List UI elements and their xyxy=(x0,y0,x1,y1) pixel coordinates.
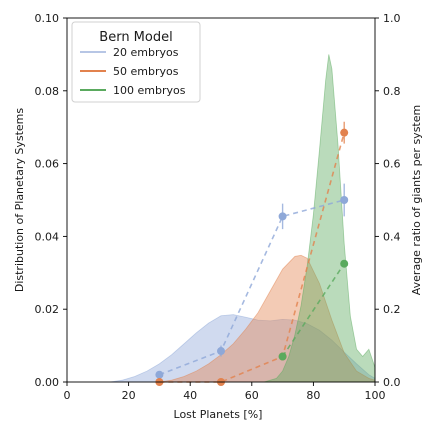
x-tick-label: 100 xyxy=(365,389,386,402)
y2-tick-label: 0.8 xyxy=(383,85,401,98)
legend-label-20-embryos: 20 embryos xyxy=(113,46,179,59)
ratio-point xyxy=(278,212,287,221)
plot-frame xyxy=(66,17,376,383)
y-tick-label: 0.10 xyxy=(35,12,60,25)
ratio-point xyxy=(340,128,349,137)
x-tick-label: 60 xyxy=(245,389,259,402)
ratio-line-100-embryos xyxy=(281,263,345,357)
ratio-lines xyxy=(155,121,349,386)
legend-label-50-embryos: 50 embryos xyxy=(113,65,179,78)
x-tick-label: 80 xyxy=(306,389,320,402)
ratio-point xyxy=(278,352,287,361)
y2-axis-label: Average ratio of giants per system xyxy=(410,105,423,295)
x-tick-label: 20 xyxy=(122,389,136,402)
ratio-line-20-embryos xyxy=(159,199,345,376)
legend-title: Bern Model xyxy=(99,30,172,45)
y-tick-label: 0.02 xyxy=(35,303,60,316)
y2-tick-label: 0.2 xyxy=(383,303,401,316)
legend-label-100-embryos: 100 embryos xyxy=(113,84,186,97)
density-area-100-embryos xyxy=(264,54,376,383)
y-axis-label: Distribution of Planetary Systems xyxy=(13,108,26,293)
ratio-point xyxy=(340,259,349,268)
ratio-point xyxy=(217,347,225,356)
y2-tick-label: 0.0 xyxy=(383,376,401,389)
x-tick-label: 0 xyxy=(64,389,71,402)
density-area-20-embryos xyxy=(110,314,376,383)
legend-box xyxy=(71,21,201,103)
y2-tick-label: 1.0 xyxy=(383,12,401,25)
ratio-point xyxy=(155,370,164,379)
x-tick-label: 40 xyxy=(183,389,197,402)
y2-tick-label: 0.4 xyxy=(383,230,401,243)
tick-labels: 0 20 40 60 80 100 0.00 0.02 0.04 0.06 0.08 0.10 0.0 0… xyxy=(35,12,401,402)
ratio-point xyxy=(340,196,349,204)
axes xyxy=(63,17,379,386)
y2-tick-label: 0.6 xyxy=(383,158,401,171)
density-areas xyxy=(110,54,376,383)
density-area-50-embryos xyxy=(159,254,376,383)
x-axis-label: Lost Planets [%] xyxy=(174,408,263,421)
y-tick-label: 0.06 xyxy=(35,158,60,171)
y-tick-label: 0.08 xyxy=(35,85,60,98)
y-tick-label: 0.00 xyxy=(35,376,60,389)
y-tick-label: 0.04 xyxy=(35,230,60,243)
legend: Bern Model 20 embryos 50 embryos 100 emb… xyxy=(71,21,201,103)
